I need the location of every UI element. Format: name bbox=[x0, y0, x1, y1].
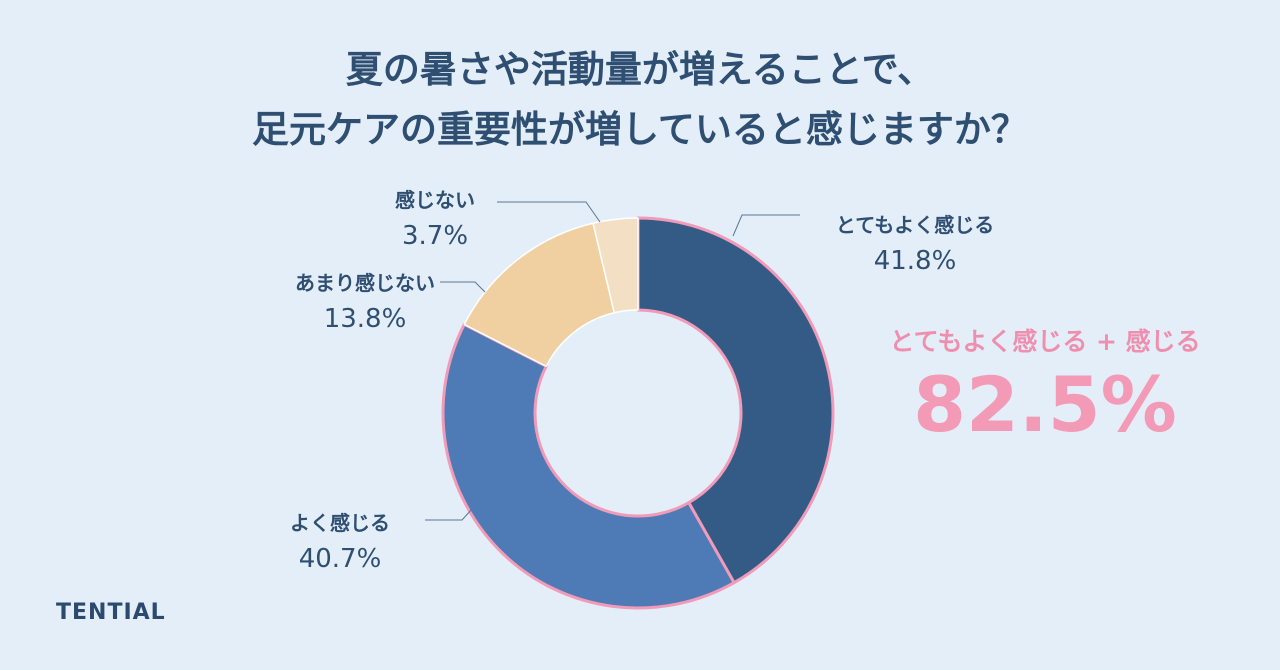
leader-strongly-feel bbox=[732, 214, 800, 237]
leader-not-feel bbox=[497, 201, 601, 223]
category-label: よく感じる bbox=[290, 511, 390, 535]
combined-summary: とてもよく感じる + 感じる 82.5% bbox=[860, 322, 1230, 448]
value-label: 3.7% bbox=[401, 221, 469, 251]
title-line-1: 夏の暑さや活動量が増えることで、 bbox=[345, 48, 935, 91]
leader-not-much bbox=[440, 281, 486, 293]
slice-not-feel bbox=[592, 217, 639, 314]
title-line-2: 足元ケアの重要性が増していると感じますか？ bbox=[252, 108, 1028, 151]
category-label: とてもよく感じる bbox=[835, 213, 995, 237]
summary-value: 82.5% bbox=[913, 360, 1177, 449]
slice-feel bbox=[441, 322, 736, 610]
category-label: あまり感じない bbox=[295, 271, 435, 295]
brand-logo: TENTIAL bbox=[56, 600, 166, 625]
chart-title: 夏の暑さや活動量が増えることで、 足元ケアの重要性が増していると感じますか？ bbox=[0, 40, 1280, 160]
label-not-much: あまり感じない 13.8% bbox=[270, 268, 460, 340]
value-label: 40.7% bbox=[298, 544, 382, 574]
leader-feel bbox=[425, 508, 473, 521]
category-label: 感じない bbox=[395, 188, 475, 212]
slice-strongly-feel bbox=[636, 216, 835, 585]
label-strongly-feel: とてもよく感じる 41.8% bbox=[810, 210, 1020, 282]
value-label: 41.8% bbox=[873, 246, 957, 276]
label-feel: よく感じる 40.7% bbox=[260, 508, 420, 580]
summary-label: とてもよく感じる + 感じる bbox=[889, 327, 1201, 356]
value-label: 13.8% bbox=[323, 304, 407, 334]
label-not-feel: 感じない 3.7% bbox=[380, 185, 490, 257]
